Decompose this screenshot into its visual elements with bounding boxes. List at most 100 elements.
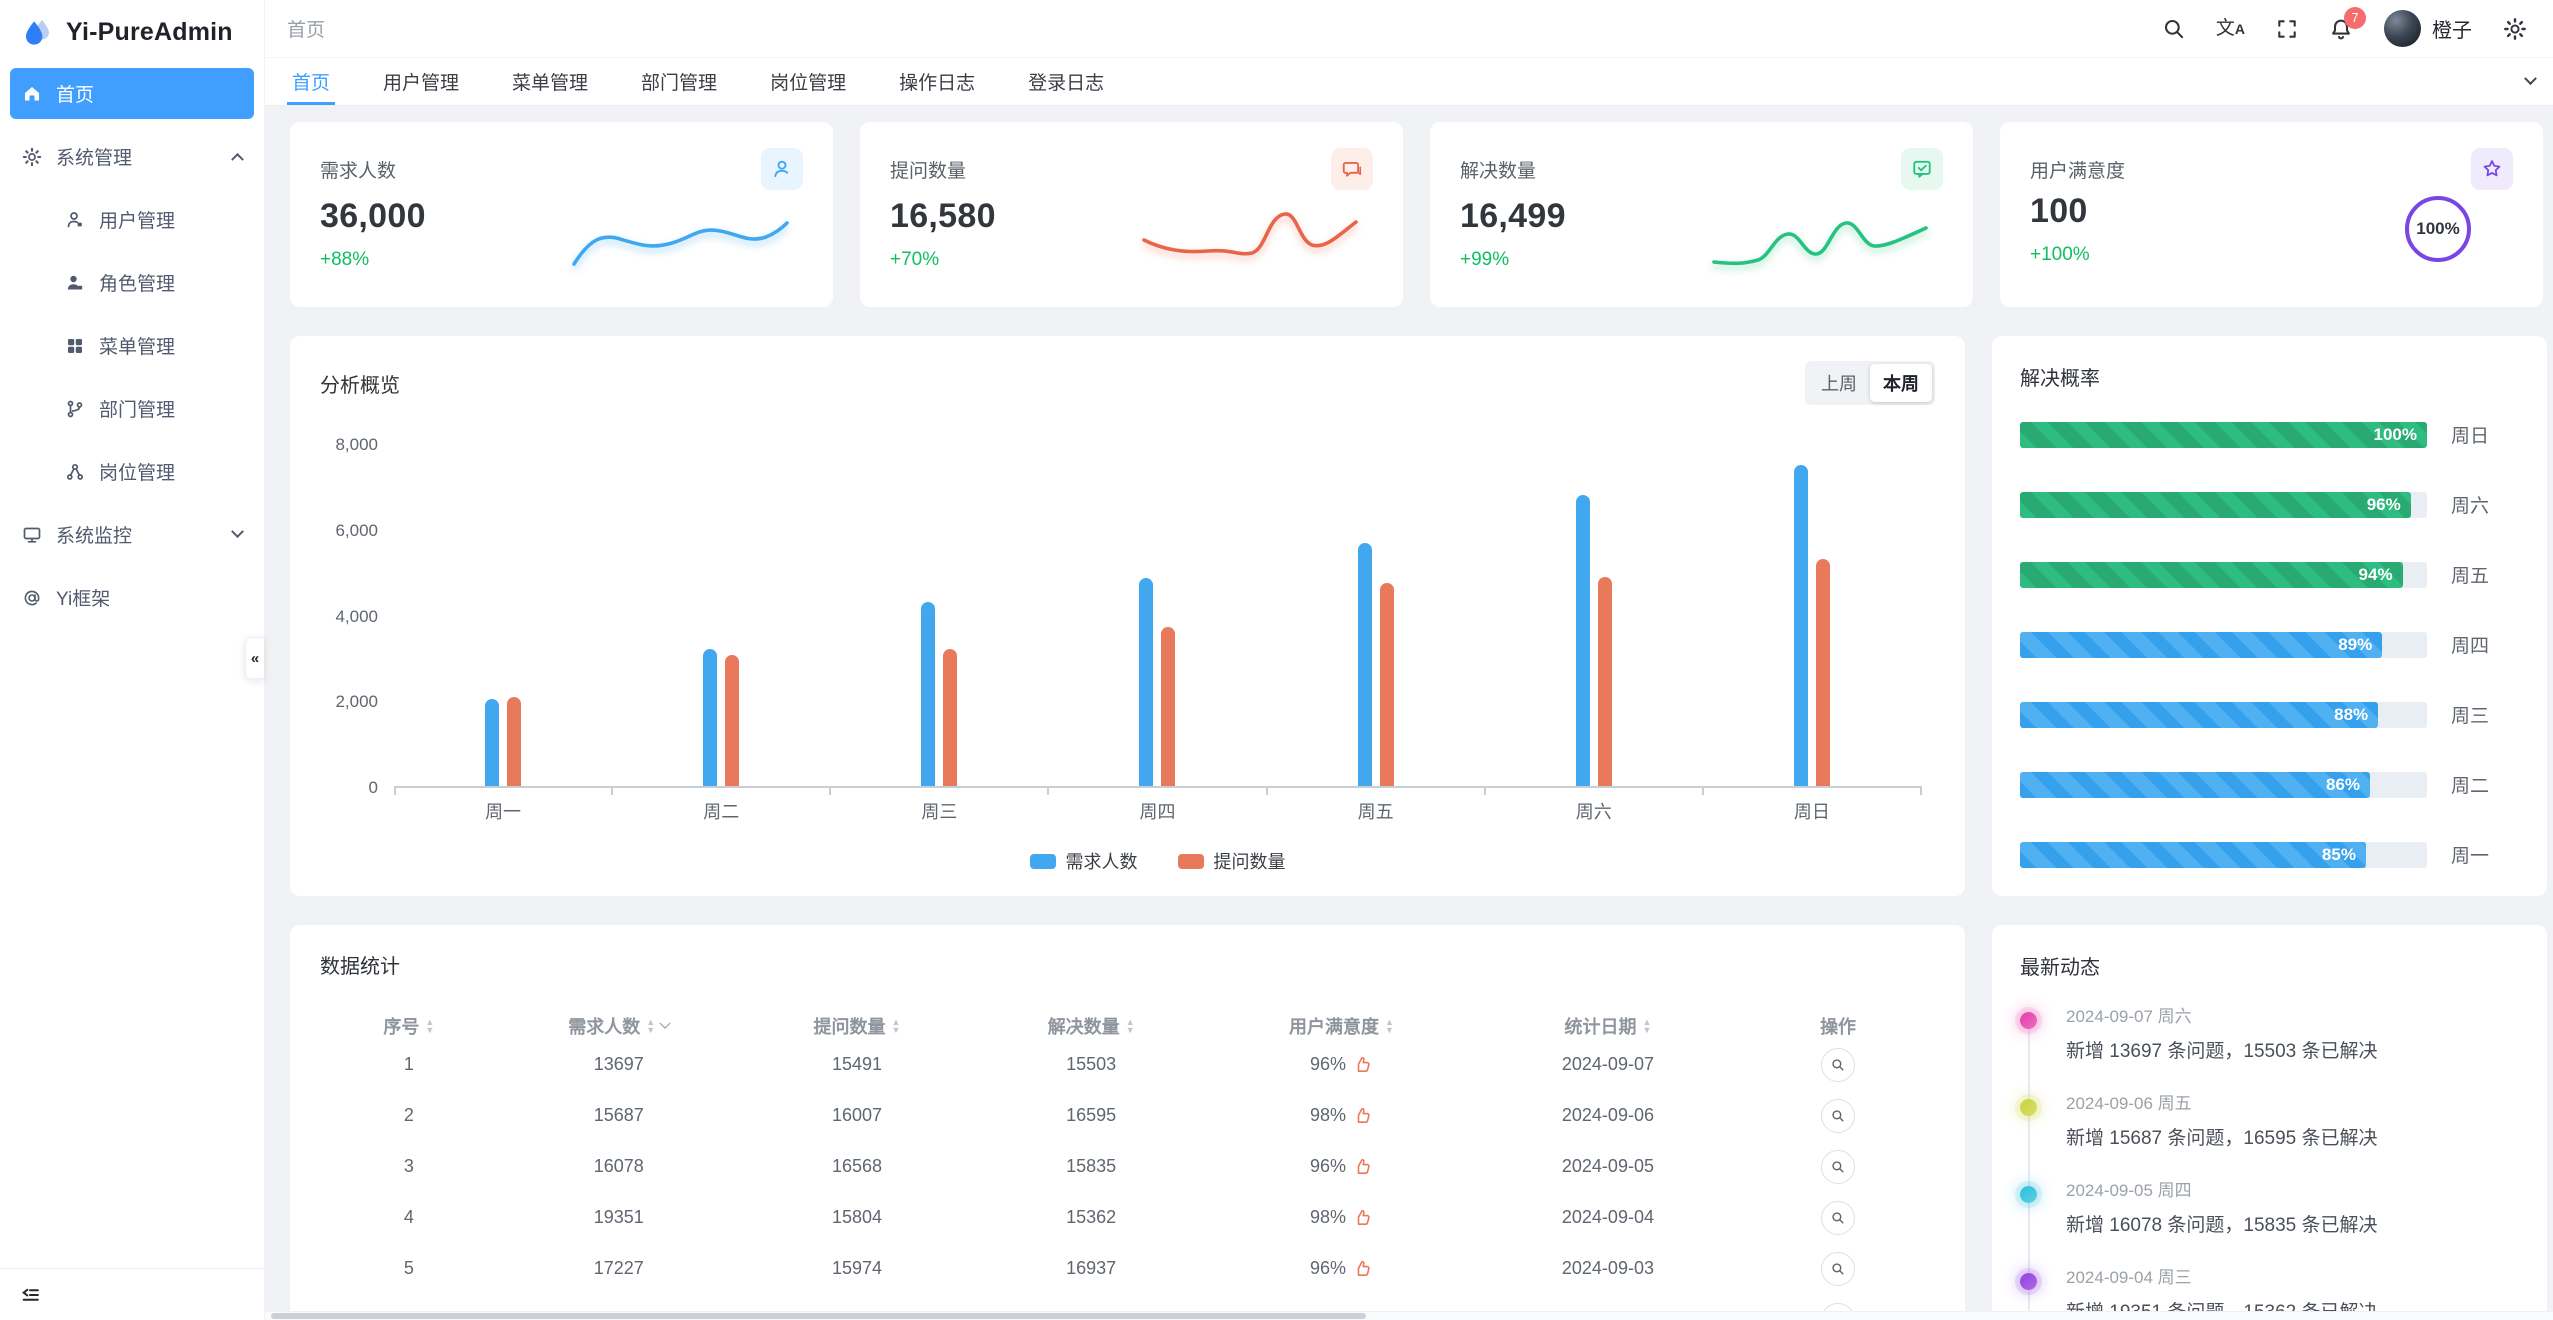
x-tick-label: 周一 [485, 802, 522, 822]
tab[interactable]: 首页 [287, 58, 336, 105]
tab-options-chevron-icon[interactable] [2524, 58, 2537, 105]
tab[interactable]: 岗位管理 [770, 73, 847, 94]
user-menu[interactable]: 橙子 [2384, 10, 2472, 47]
tab[interactable]: 用户管理 [383, 73, 460, 94]
sort-carets-icon[interactable]: ▲ ▼ [891, 1017, 901, 1035]
bar-demand[interactable] [485, 699, 500, 786]
bar-questions[interactable] [1379, 583, 1394, 786]
table-column-header[interactable]: 序号 ▲ ▼ [320, 1013, 498, 1039]
sidebar-item-post-mgmt[interactable]: 岗位管理 [10, 446, 254, 497]
tab[interactable]: 登录日志 [1028, 73, 1105, 94]
sparkline-orange [1142, 212, 1358, 256]
timeline-dot [2020, 1273, 2037, 1290]
nodes-icon [65, 462, 85, 482]
horizontal-scrollbar[interactable] [265, 1311, 2553, 1320]
timeline-item: 2024-09-05 周四 新增 16078 条问题，15835 条已解决 [2020, 1176, 2519, 1237]
table-column-header[interactable]: 用户满意度 ▲ ▼ [1208, 1013, 1474, 1039]
progress-day-label: 周日 [2451, 426, 2490, 447]
sidebar-item-system-monitor[interactable]: 系统监控 [10, 509, 254, 560]
sidebar-collapse-handle[interactable]: « [245, 637, 264, 679]
bar-questions[interactable] [943, 648, 958, 786]
sidebar-item-label: 菜单管理 [99, 337, 176, 358]
cell-satisfaction: 98% [1208, 1105, 1474, 1126]
legend-item[interactable]: 提问数量 [1177, 848, 1286, 874]
bar-demand[interactable] [1357, 543, 1372, 786]
app-logo[interactable]: Yi-PureAdmin [0, 0, 264, 64]
logo-drop-icon [20, 15, 54, 49]
view-detail-button[interactable] [1821, 1251, 1856, 1286]
sort-carets-icon[interactable]: ▲ ▼ [1642, 1017, 1652, 1035]
tab[interactable]: 部门管理 [641, 73, 718, 94]
table-column-header[interactable]: 需求人数 ▲ ▼ [498, 1013, 740, 1039]
last-week-button[interactable]: 上周 [1821, 374, 1857, 394]
sort-carets-icon[interactable]: ▲ ▼ [425, 1017, 435, 1035]
bar-demand[interactable] [1793, 464, 1808, 786]
legend-item[interactable]: 需求人数 [1029, 848, 1138, 874]
stat-delta: +70% [890, 249, 940, 270]
sidebar-item-yi-framework[interactable]: Yi框架 [10, 572, 254, 623]
progress-track: 100% [2020, 421, 2427, 448]
user-icon [761, 148, 803, 190]
sidebar-item-home[interactable]: 首页 [10, 68, 254, 119]
sidebar-item-menu-mgmt[interactable]: 菜单管理 [10, 320, 254, 371]
progress-track: 85% [2020, 841, 2427, 868]
progress-track: 94% [2020, 561, 2427, 588]
sidebar-item-label: 部门管理 [99, 400, 176, 421]
bar-demand[interactable] [703, 649, 718, 786]
sort-carets-icon[interactable]: ▲ ▼ [1125, 1017, 1135, 1035]
notification-bell-icon[interactable]: 7 [2329, 6, 2366, 41]
bar-group: 周三 [830, 445, 1050, 822]
stat-title: 用户满意度 [2030, 161, 2126, 182]
view-detail-button[interactable] [1821, 1149, 1856, 1184]
menu-fold-icon[interactable] [20, 1284, 41, 1305]
stat-card-satisfaction: 用户满意度 100 +100% 100% [2000, 122, 2543, 307]
sidebar-item-dept-mgmt[interactable]: 部门管理 [10, 383, 254, 434]
sidebar-item-role-mgmt[interactable]: 角色管理 [10, 257, 254, 308]
table-column-header[interactable]: 操作 ▲▼ [1741, 1013, 1935, 1039]
x-tick-label: 周三 [921, 802, 958, 822]
bar-questions[interactable] [725, 654, 740, 786]
scrollbar-thumb[interactable] [271, 1313, 1366, 1319]
breadcrumb[interactable]: 首页 [287, 20, 326, 41]
filter-chevron-icon[interactable] [659, 1017, 671, 1029]
chat-icon [1331, 148, 1373, 190]
cell-seq: 2 [403, 1105, 414, 1125]
bar-demand[interactable] [1139, 578, 1154, 786]
view-detail-button[interactable] [1821, 1200, 1856, 1235]
sort-carets-icon[interactable]: ▲ ▼ [646, 1017, 656, 1035]
timeline-date: 2024-09-04 周三 [2066, 1268, 2192, 1287]
progress-row: 100% 周日 [2020, 421, 2519, 448]
view-detail-button[interactable] [1821, 1098, 1856, 1133]
bar-questions[interactable] [1161, 627, 1176, 786]
table-column-header[interactable]: 统计日期 ▲ ▼ [1475, 1013, 1741, 1039]
legend-label: 需求人数 [1065, 852, 1138, 872]
settings-gear-icon[interactable] [2503, 17, 2527, 41]
sort-carets-icon[interactable]: ▲ ▼ [1385, 1017, 1394, 1035]
sidebar-item-label: 岗位管理 [99, 463, 176, 484]
bar-questions[interactable] [1815, 559, 1830, 786]
table-column-header[interactable]: 提问数量 ▲ ▼ [740, 1013, 974, 1039]
bar-group: 周五 [1267, 445, 1486, 822]
table-column-header[interactable]: 解决数量 ▲ ▼ [974, 1013, 1208, 1039]
bar-questions[interactable] [507, 697, 522, 786]
avatar[interactable] [2384, 10, 2421, 47]
bar-questions[interactable] [1597, 577, 1612, 786]
bar-group: 周二 [612, 445, 832, 822]
cell-satisfaction: 96% [1208, 1258, 1474, 1279]
progress-row: 86% 周二 [2020, 771, 2519, 798]
this-week-button[interactable]: 本周 [1870, 364, 1932, 402]
satisfaction-ring: 100% [2405, 196, 2471, 262]
fullscreen-icon[interactable] [2276, 18, 2298, 40]
tab[interactable]: 菜单管理 [512, 73, 589, 94]
tab[interactable]: 操作日志 [899, 73, 976, 94]
solve-rate-card: 解决概率 100% 周日 [1992, 336, 2547, 896]
sidebar-item-system-mgmt[interactable]: 系统管理 [10, 131, 254, 182]
view-detail-button[interactable] [1821, 1047, 1856, 1082]
progress-day-label: 周六 [2451, 496, 2490, 517]
search-icon[interactable] [2162, 17, 2185, 40]
sidebar-item-user-mgmt[interactable]: 用户管理 [10, 194, 254, 245]
bar-demand[interactable] [1575, 495, 1590, 786]
stat-card-solved: 解决数量 16,499 +99% [1430, 122, 1973, 307]
bar-demand[interactable] [921, 601, 936, 786]
